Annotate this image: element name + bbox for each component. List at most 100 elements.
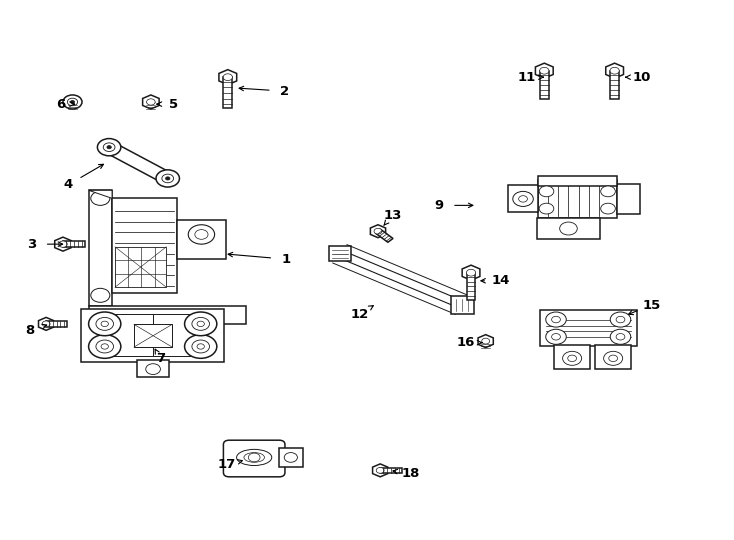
- Text: 1: 1: [282, 253, 291, 266]
- Circle shape: [63, 95, 82, 109]
- Circle shape: [546, 329, 566, 345]
- Circle shape: [610, 68, 619, 74]
- Circle shape: [539, 186, 554, 197]
- Circle shape: [89, 312, 121, 336]
- Circle shape: [616, 334, 625, 340]
- Polygon shape: [223, 77, 232, 109]
- Polygon shape: [467, 273, 476, 300]
- Bar: [176, 220, 226, 259]
- Circle shape: [156, 170, 179, 187]
- Bar: [538, 179, 617, 218]
- Polygon shape: [540, 71, 549, 99]
- Circle shape: [616, 316, 625, 323]
- Circle shape: [195, 230, 208, 239]
- Text: 9: 9: [435, 199, 443, 212]
- Text: 5: 5: [169, 98, 178, 111]
- Bar: [451, 296, 474, 314]
- Circle shape: [96, 318, 114, 330]
- Text: 6: 6: [56, 98, 65, 111]
- Circle shape: [184, 335, 217, 359]
- Circle shape: [197, 344, 204, 349]
- Circle shape: [513, 191, 534, 206]
- Circle shape: [107, 146, 112, 149]
- Circle shape: [610, 329, 631, 345]
- Circle shape: [184, 312, 217, 336]
- Circle shape: [223, 74, 233, 80]
- Bar: [329, 246, 351, 261]
- Bar: [540, 310, 636, 347]
- Bar: [538, 176, 617, 186]
- Bar: [112, 198, 176, 293]
- Text: 12: 12: [351, 308, 368, 321]
- Polygon shape: [606, 63, 623, 78]
- Polygon shape: [373, 464, 388, 477]
- Polygon shape: [46, 321, 67, 327]
- Circle shape: [101, 321, 109, 327]
- Polygon shape: [462, 265, 480, 280]
- Circle shape: [248, 453, 260, 462]
- Circle shape: [374, 228, 382, 234]
- Bar: [89, 306, 246, 324]
- Polygon shape: [371, 225, 385, 238]
- Text: 4: 4: [63, 178, 73, 191]
- Polygon shape: [63, 241, 85, 247]
- Circle shape: [101, 344, 109, 349]
- Circle shape: [600, 186, 615, 197]
- Ellipse shape: [236, 449, 272, 465]
- Polygon shape: [610, 71, 619, 99]
- Text: 13: 13: [383, 208, 401, 221]
- Circle shape: [562, 352, 581, 366]
- Text: 17: 17: [217, 458, 236, 471]
- Circle shape: [188, 225, 214, 244]
- Circle shape: [192, 318, 209, 330]
- Circle shape: [96, 340, 114, 353]
- Polygon shape: [535, 63, 553, 78]
- Circle shape: [59, 241, 68, 247]
- Circle shape: [482, 338, 490, 344]
- Bar: [617, 184, 640, 214]
- FancyBboxPatch shape: [223, 440, 285, 477]
- Polygon shape: [104, 143, 172, 183]
- Circle shape: [103, 143, 115, 152]
- Bar: [537, 218, 600, 239]
- Circle shape: [91, 191, 110, 205]
- Circle shape: [608, 355, 617, 362]
- Bar: [115, 247, 167, 287]
- Circle shape: [68, 98, 78, 106]
- Polygon shape: [55, 237, 71, 251]
- Polygon shape: [89, 190, 112, 198]
- Circle shape: [546, 312, 566, 327]
- Ellipse shape: [244, 453, 264, 462]
- Circle shape: [539, 68, 549, 74]
- Text: 16: 16: [457, 336, 475, 349]
- Bar: [595, 346, 631, 369]
- Circle shape: [147, 99, 155, 105]
- Bar: [89, 190, 112, 306]
- Circle shape: [42, 321, 50, 327]
- Text: 10: 10: [633, 71, 651, 84]
- Text: 8: 8: [26, 324, 34, 337]
- Bar: [509, 185, 538, 212]
- Circle shape: [197, 321, 204, 327]
- Bar: [81, 309, 224, 362]
- Circle shape: [560, 222, 577, 235]
- Circle shape: [519, 195, 528, 202]
- Polygon shape: [380, 468, 402, 473]
- Circle shape: [567, 355, 576, 362]
- Circle shape: [603, 352, 622, 366]
- Circle shape: [162, 174, 173, 183]
- Bar: [134, 325, 172, 347]
- Text: 18: 18: [401, 467, 420, 480]
- Circle shape: [166, 177, 170, 180]
- Polygon shape: [219, 70, 236, 85]
- Text: 7: 7: [156, 353, 165, 366]
- Circle shape: [70, 100, 75, 104]
- Circle shape: [98, 139, 121, 156]
- Bar: [137, 361, 170, 376]
- Circle shape: [89, 335, 121, 359]
- Polygon shape: [375, 230, 393, 242]
- Circle shape: [552, 334, 561, 340]
- Text: 11: 11: [517, 71, 536, 84]
- Circle shape: [552, 316, 561, 323]
- Polygon shape: [478, 335, 493, 348]
